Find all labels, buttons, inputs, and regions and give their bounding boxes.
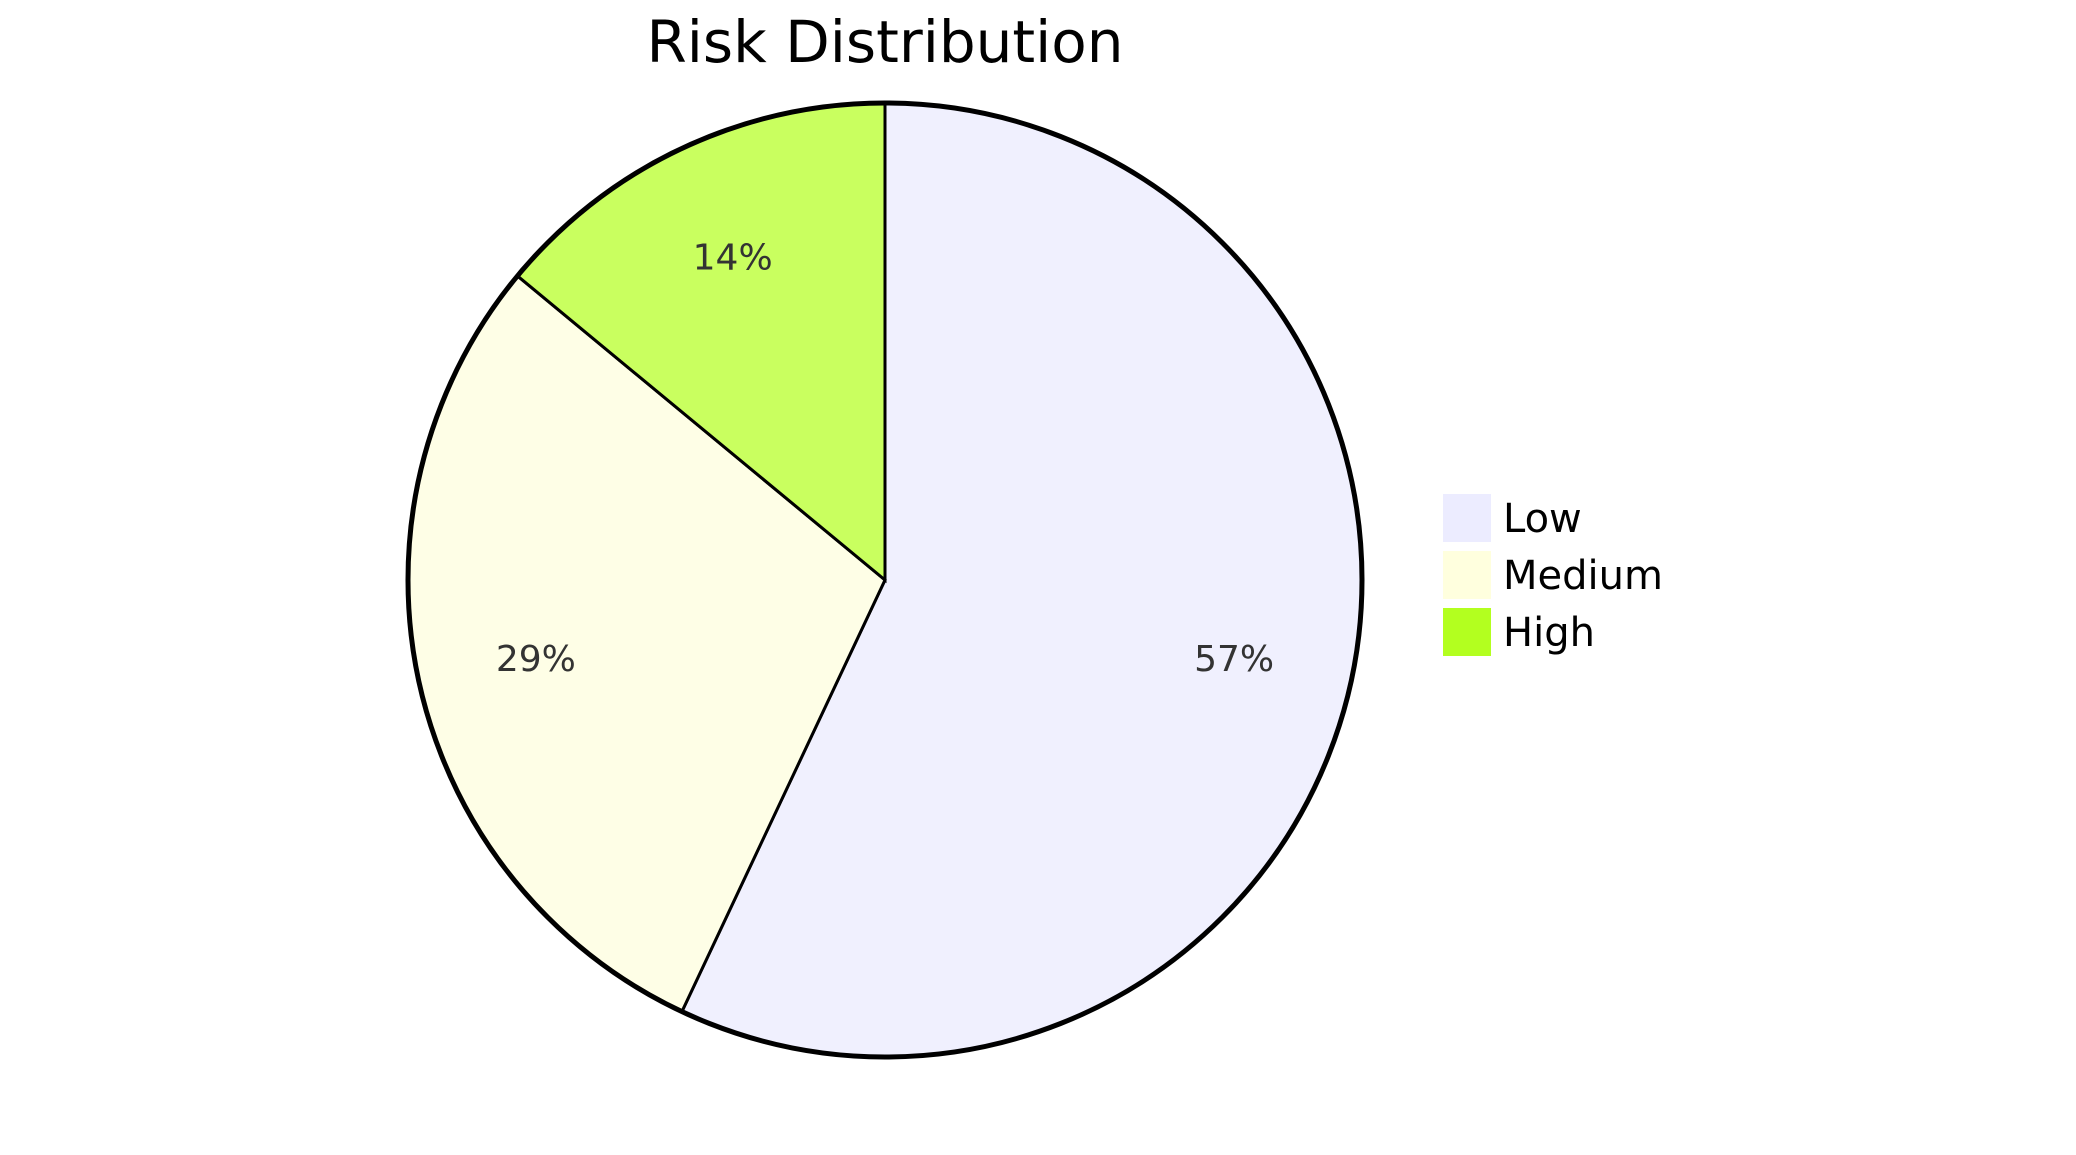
slice-labels: 57% 29% 14% — [496, 237, 1274, 680]
pie-slices — [406, 101, 1364, 1059]
slice-label-high: 14% — [693, 237, 773, 278]
legend-swatch-low — [1443, 494, 1491, 542]
legend-swatch-medium — [1443, 551, 1491, 599]
chart-title: Risk Distribution — [646, 8, 1123, 76]
legend-label-low: Low — [1503, 496, 1582, 542]
legend: Low Medium High — [1443, 494, 1663, 656]
pie-outline — [405, 100, 1365, 1060]
legend-label-high: High — [1503, 610, 1595, 656]
legend-label-medium: Medium — [1503, 553, 1663, 599]
slice-label-low: 57% — [1194, 639, 1274, 680]
slice-label-medium: 29% — [496, 639, 576, 680]
legend-swatch-high — [1443, 608, 1491, 656]
